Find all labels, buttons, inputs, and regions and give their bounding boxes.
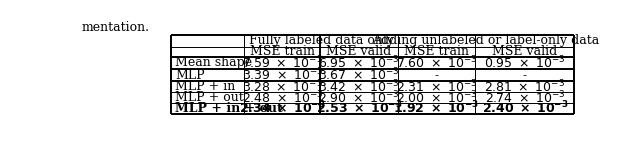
Text: MSE valid: MSE valid xyxy=(492,45,557,58)
Text: $0.95\ \times\ 10^{-3}$: $0.95\ \times\ 10^{-3}$ xyxy=(484,55,566,71)
Text: MSE train: MSE train xyxy=(250,45,315,58)
Text: $\mathbf{2.34\ \times\ 10^{-3}}$: $\mathbf{2.34\ \times\ 10^{-3}}$ xyxy=(239,100,326,117)
Text: Fully labeled data only: Fully labeled data only xyxy=(248,35,394,47)
Text: $2.31\ \times\ 10^{-3}$: $2.31\ \times\ 10^{-3}$ xyxy=(396,78,477,95)
Text: $7.59\ \times\ 10^{-3}$: $7.59\ \times\ 10^{-3}$ xyxy=(242,55,323,71)
Text: $3.28\ \times\ 10^{-3}$: $3.28\ \times\ 10^{-3}$ xyxy=(242,78,323,95)
Text: Adding unlabeled or label-only data: Adding unlabeled or label-only data xyxy=(372,35,600,47)
Text: MLP + out: MLP + out xyxy=(175,91,244,104)
Text: $2.81\ \times\ 10^{-3}$: $2.81\ \times\ 10^{-3}$ xyxy=(484,78,565,95)
Text: MLP + in: MLP + in xyxy=(175,80,236,93)
Text: $\mathbf{2.53\ \times\ 10^{-3}}$: $\mathbf{2.53\ \times\ 10^{-3}}$ xyxy=(316,100,403,117)
Text: MSE valid: MSE valid xyxy=(326,45,392,58)
Text: $2.48\ \times\ 10^{-3}$: $2.48\ \times\ 10^{-3}$ xyxy=(241,89,323,106)
Text: $3.67\ \times\ 10^{-3}$: $3.67\ \times\ 10^{-3}$ xyxy=(318,67,400,83)
Text: $\mathbf{2.40\ \times\ 10^{-3}}$: $\mathbf{2.40\ \times\ 10^{-3}}$ xyxy=(481,100,568,117)
Text: mentation.: mentation. xyxy=(81,21,150,34)
Text: Mean shape: Mean shape xyxy=(175,56,252,69)
Text: $2.74\ \times\ 10^{-3}$: $2.74\ \times\ 10^{-3}$ xyxy=(484,89,565,106)
Text: $2.00\ \times\ 10^{-3}$: $2.00\ \times\ 10^{-3}$ xyxy=(396,89,477,106)
Text: MLP: MLP xyxy=(175,69,205,82)
Text: $7.60\ \times\ 10^{-3}$: $7.60\ \times\ 10^{-3}$ xyxy=(396,55,477,71)
Text: $2.90\ \times\ 10^{-3}$: $2.90\ \times\ 10^{-3}$ xyxy=(318,89,400,106)
Text: $3.39\ \times\ 10^{-3}$: $3.39\ \times\ 10^{-3}$ xyxy=(241,67,323,83)
Text: -: - xyxy=(435,69,438,82)
Text: MSE train: MSE train xyxy=(404,45,469,58)
Text: $6.95\ \times\ 10^{-3}$: $6.95\ \times\ 10^{-3}$ xyxy=(318,55,400,71)
Text: $3.42\ \times\ 10^{-3}$: $3.42\ \times\ 10^{-3}$ xyxy=(318,78,400,95)
Text: -: - xyxy=(523,69,527,82)
Text: MLP + in + out: MLP + in + out xyxy=(175,102,283,115)
Text: $\mathbf{1.92\ \times\ 10^{-3}}$: $\mathbf{1.92\ \times\ 10^{-3}}$ xyxy=(394,100,479,117)
